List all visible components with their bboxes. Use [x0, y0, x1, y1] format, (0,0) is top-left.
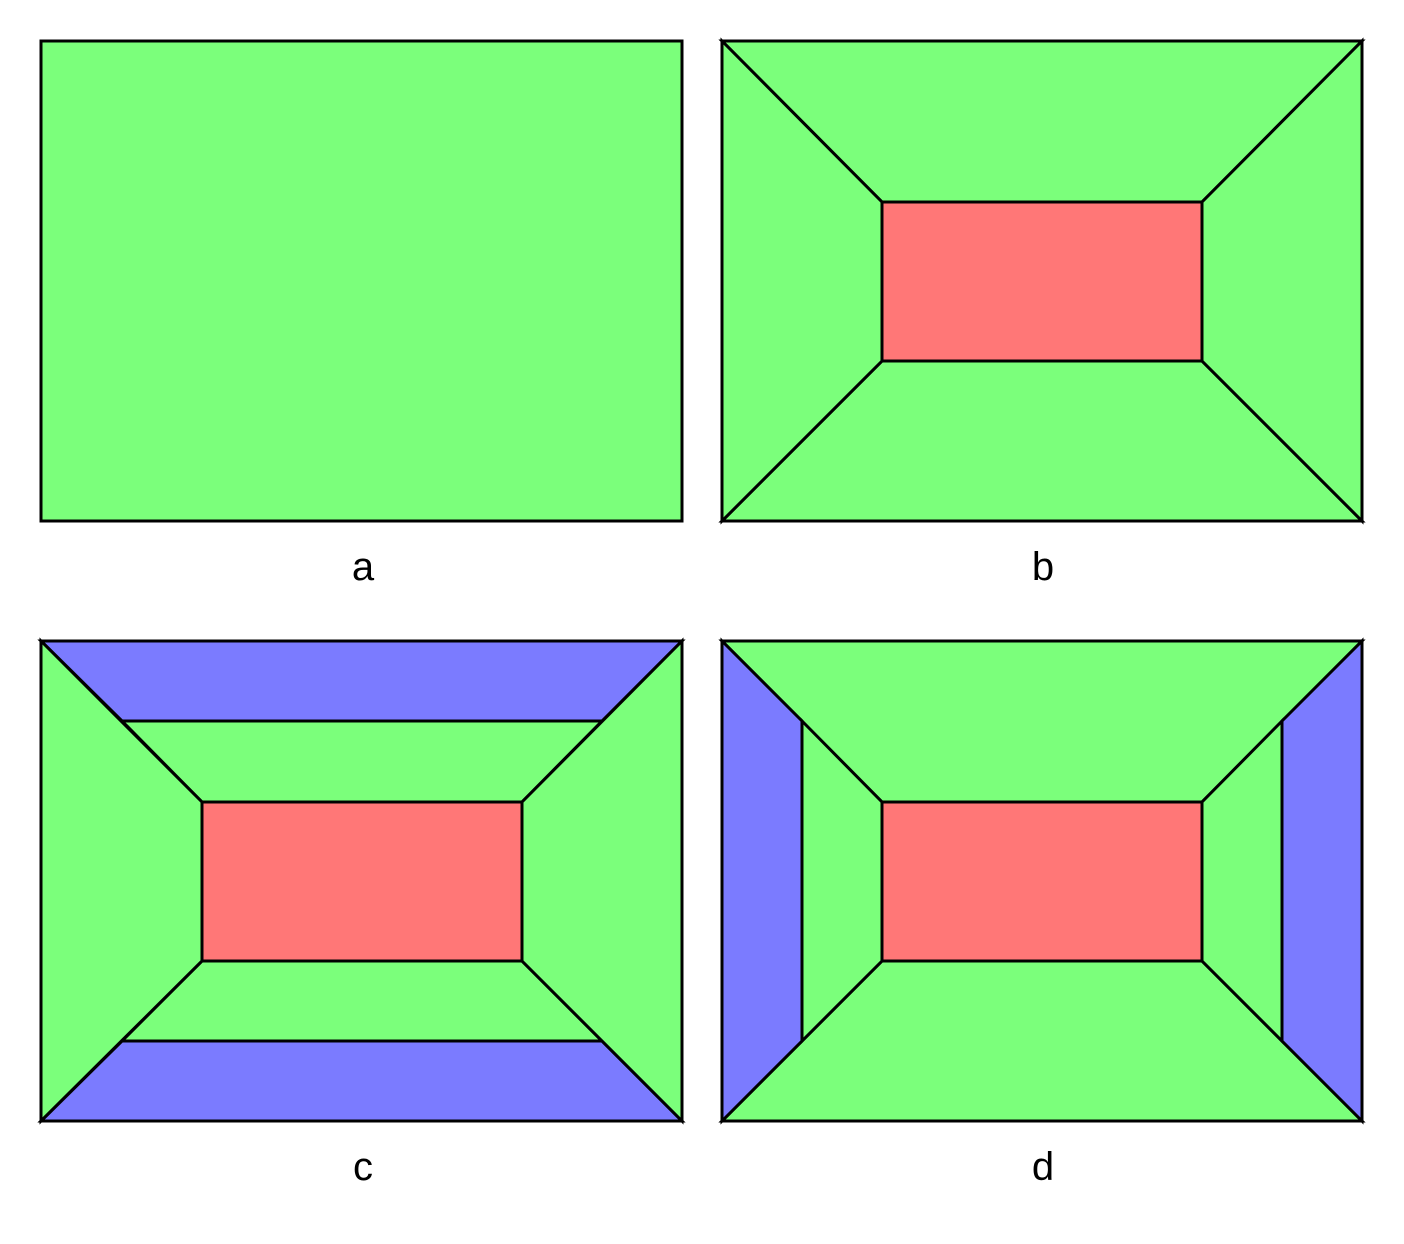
panel-d-label: d — [1032, 1145, 1054, 1189]
panel-d-right-outer-band — [1280, 637, 1364, 1125]
panel-d: d — [718, 637, 1366, 1189]
panel-c-bottom-outer-band — [37, 1039, 686, 1123]
panel-b: b — [718, 37, 1366, 589]
panel-a-label: a — [352, 545, 375, 589]
panel-c-bottom-inner-band — [118, 959, 606, 1043]
panel-b-label: b — [1032, 545, 1054, 589]
panel-d-center-rectangle — [880, 800, 1204, 963]
panel-a: a — [39, 39, 684, 589]
panel-b-center-rectangle — [880, 200, 1204, 363]
panel-c-top-inner-band — [118, 719, 606, 804]
panel-a-full-rectangle — [39, 39, 684, 523]
panel-c-top-outer-band — [37, 639, 686, 723]
panel-c-label: c — [353, 1145, 373, 1189]
panel-c: c — [37, 637, 686, 1189]
panel-d-left-outer-band — [720, 637, 804, 1125]
panel-c-center-rectangle — [200, 800, 524, 963]
